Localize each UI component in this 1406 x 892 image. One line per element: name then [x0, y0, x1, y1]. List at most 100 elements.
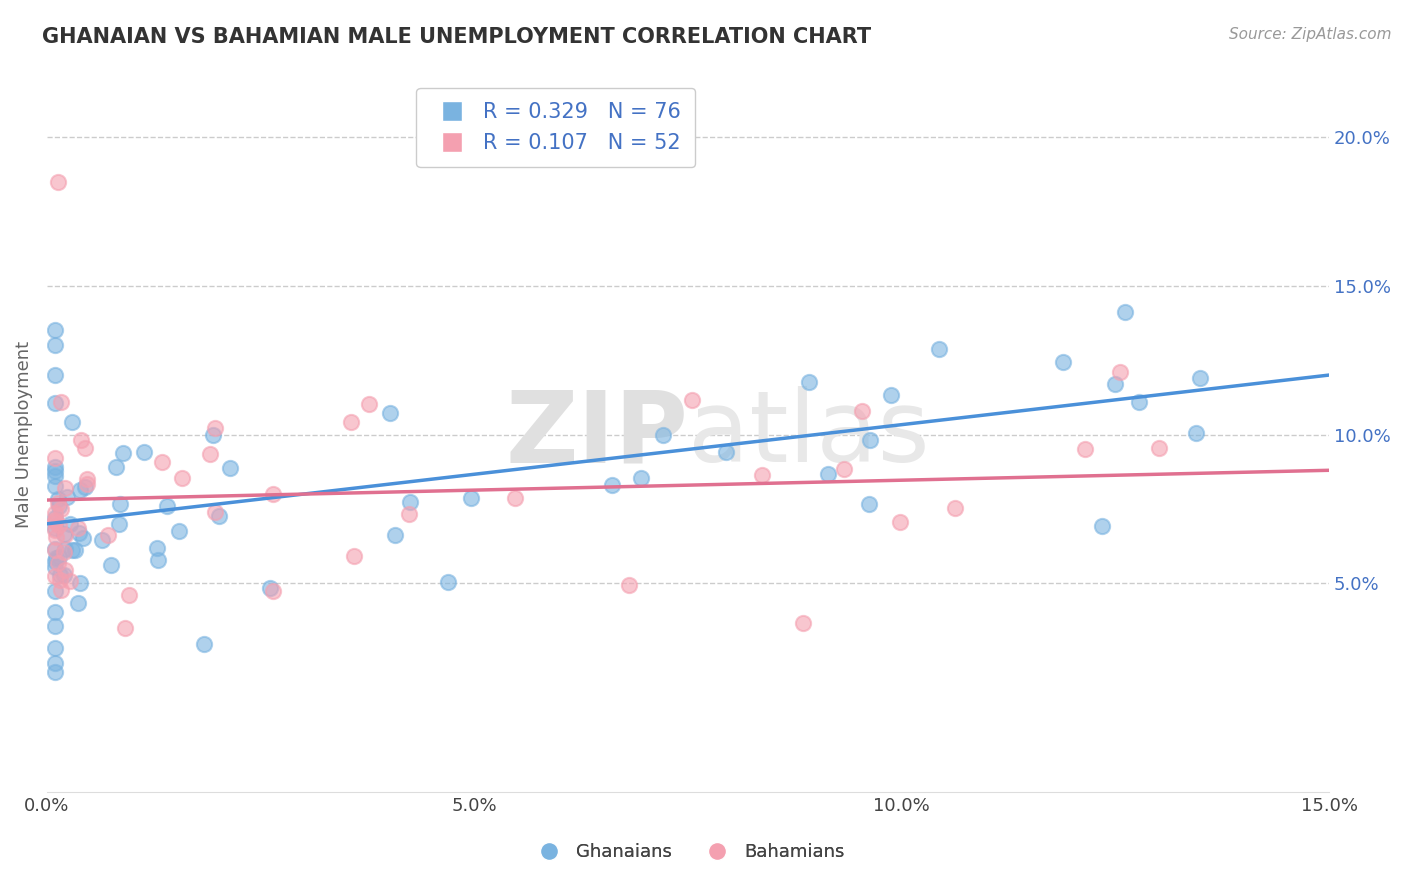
Point	[48, 574, 70, 588]
Point	[67, 521, 90, 535]
Point	[53, 542, 76, 557]
Point	[114, 621, 136, 635]
Point	[1128, 394, 1150, 409]
Point	[91, 533, 114, 548]
Point	[44, 656, 66, 670]
Point	[879, 388, 901, 402]
Point	[44, 605, 66, 619]
Point	[52, 568, 75, 582]
Point	[167, 524, 190, 539]
Legend: Ghanaians, Bahamians: Ghanaians, Bahamians	[524, 836, 852, 869]
Point	[100, 558, 122, 572]
Point	[460, 491, 482, 505]
Point	[46, 175, 69, 189]
Point	[46, 491, 69, 506]
Point	[208, 509, 231, 524]
Point	[44, 554, 66, 568]
Point	[63, 543, 86, 558]
Point	[49, 395, 72, 409]
Point	[378, 406, 401, 420]
Point	[44, 521, 66, 535]
Point	[889, 515, 911, 529]
Point	[681, 393, 703, 408]
Point	[1104, 376, 1126, 391]
Point	[44, 479, 66, 493]
Point	[1091, 518, 1114, 533]
Point	[67, 526, 90, 541]
Point	[49, 567, 72, 582]
Point	[156, 499, 179, 513]
Point	[943, 500, 966, 515]
Point	[49, 502, 72, 516]
Point	[46, 496, 69, 510]
Point	[44, 568, 66, 582]
Point	[201, 428, 224, 442]
Point	[48, 556, 70, 570]
Point	[437, 574, 460, 589]
Point	[44, 618, 66, 632]
Point	[399, 494, 422, 508]
Point	[105, 459, 128, 474]
Point	[44, 459, 66, 474]
Point	[148, 552, 170, 566]
Point	[145, 541, 167, 555]
Text: atlas: atlas	[688, 386, 929, 483]
Point	[617, 578, 640, 592]
Point	[69, 483, 91, 497]
Point	[384, 528, 406, 542]
Point	[44, 541, 66, 556]
Point	[1074, 442, 1097, 457]
Point	[928, 342, 950, 356]
Point	[44, 338, 66, 352]
Point	[751, 468, 773, 483]
Point	[714, 445, 737, 459]
Point	[44, 559, 66, 574]
Text: GHANAIAN VS BAHAMIAN MALE UNEMPLOYMENT CORRELATION CHART: GHANAIAN VS BAHAMIAN MALE UNEMPLOYMENT C…	[42, 27, 872, 46]
Point	[53, 527, 76, 541]
Point	[398, 507, 420, 521]
Point	[108, 497, 131, 511]
Point	[48, 549, 70, 564]
Point	[53, 482, 76, 496]
Point	[44, 506, 66, 520]
Point	[44, 511, 66, 525]
Point	[44, 665, 66, 679]
Point	[600, 478, 623, 492]
Point	[792, 615, 814, 630]
Point	[44, 323, 66, 337]
Point	[60, 415, 83, 429]
Point	[44, 368, 66, 382]
Point	[44, 516, 66, 530]
Point	[48, 499, 70, 513]
Point	[799, 375, 821, 389]
Point	[53, 545, 76, 559]
Point	[851, 404, 873, 418]
Point	[343, 549, 366, 563]
Point	[1147, 441, 1170, 455]
Point	[44, 450, 66, 465]
Text: Source: ZipAtlas.com: Source: ZipAtlas.com	[1229, 27, 1392, 42]
Point	[262, 487, 284, 501]
Point	[45, 551, 67, 566]
Point	[503, 491, 526, 505]
Point	[56, 491, 79, 505]
Point	[204, 505, 226, 519]
Point	[150, 455, 173, 469]
Point	[259, 582, 281, 596]
Point	[204, 420, 226, 434]
Point	[45, 530, 67, 544]
Point	[859, 433, 882, 447]
Point	[1188, 371, 1211, 385]
Point	[76, 472, 98, 486]
Point	[44, 513, 66, 527]
Point	[97, 528, 120, 542]
Point	[66, 596, 89, 610]
Point	[340, 416, 363, 430]
Point	[44, 395, 66, 409]
Point	[111, 446, 134, 460]
Point	[651, 428, 673, 442]
Point	[44, 640, 66, 655]
Point	[69, 576, 91, 591]
Point	[1184, 425, 1206, 440]
Point	[44, 583, 66, 598]
